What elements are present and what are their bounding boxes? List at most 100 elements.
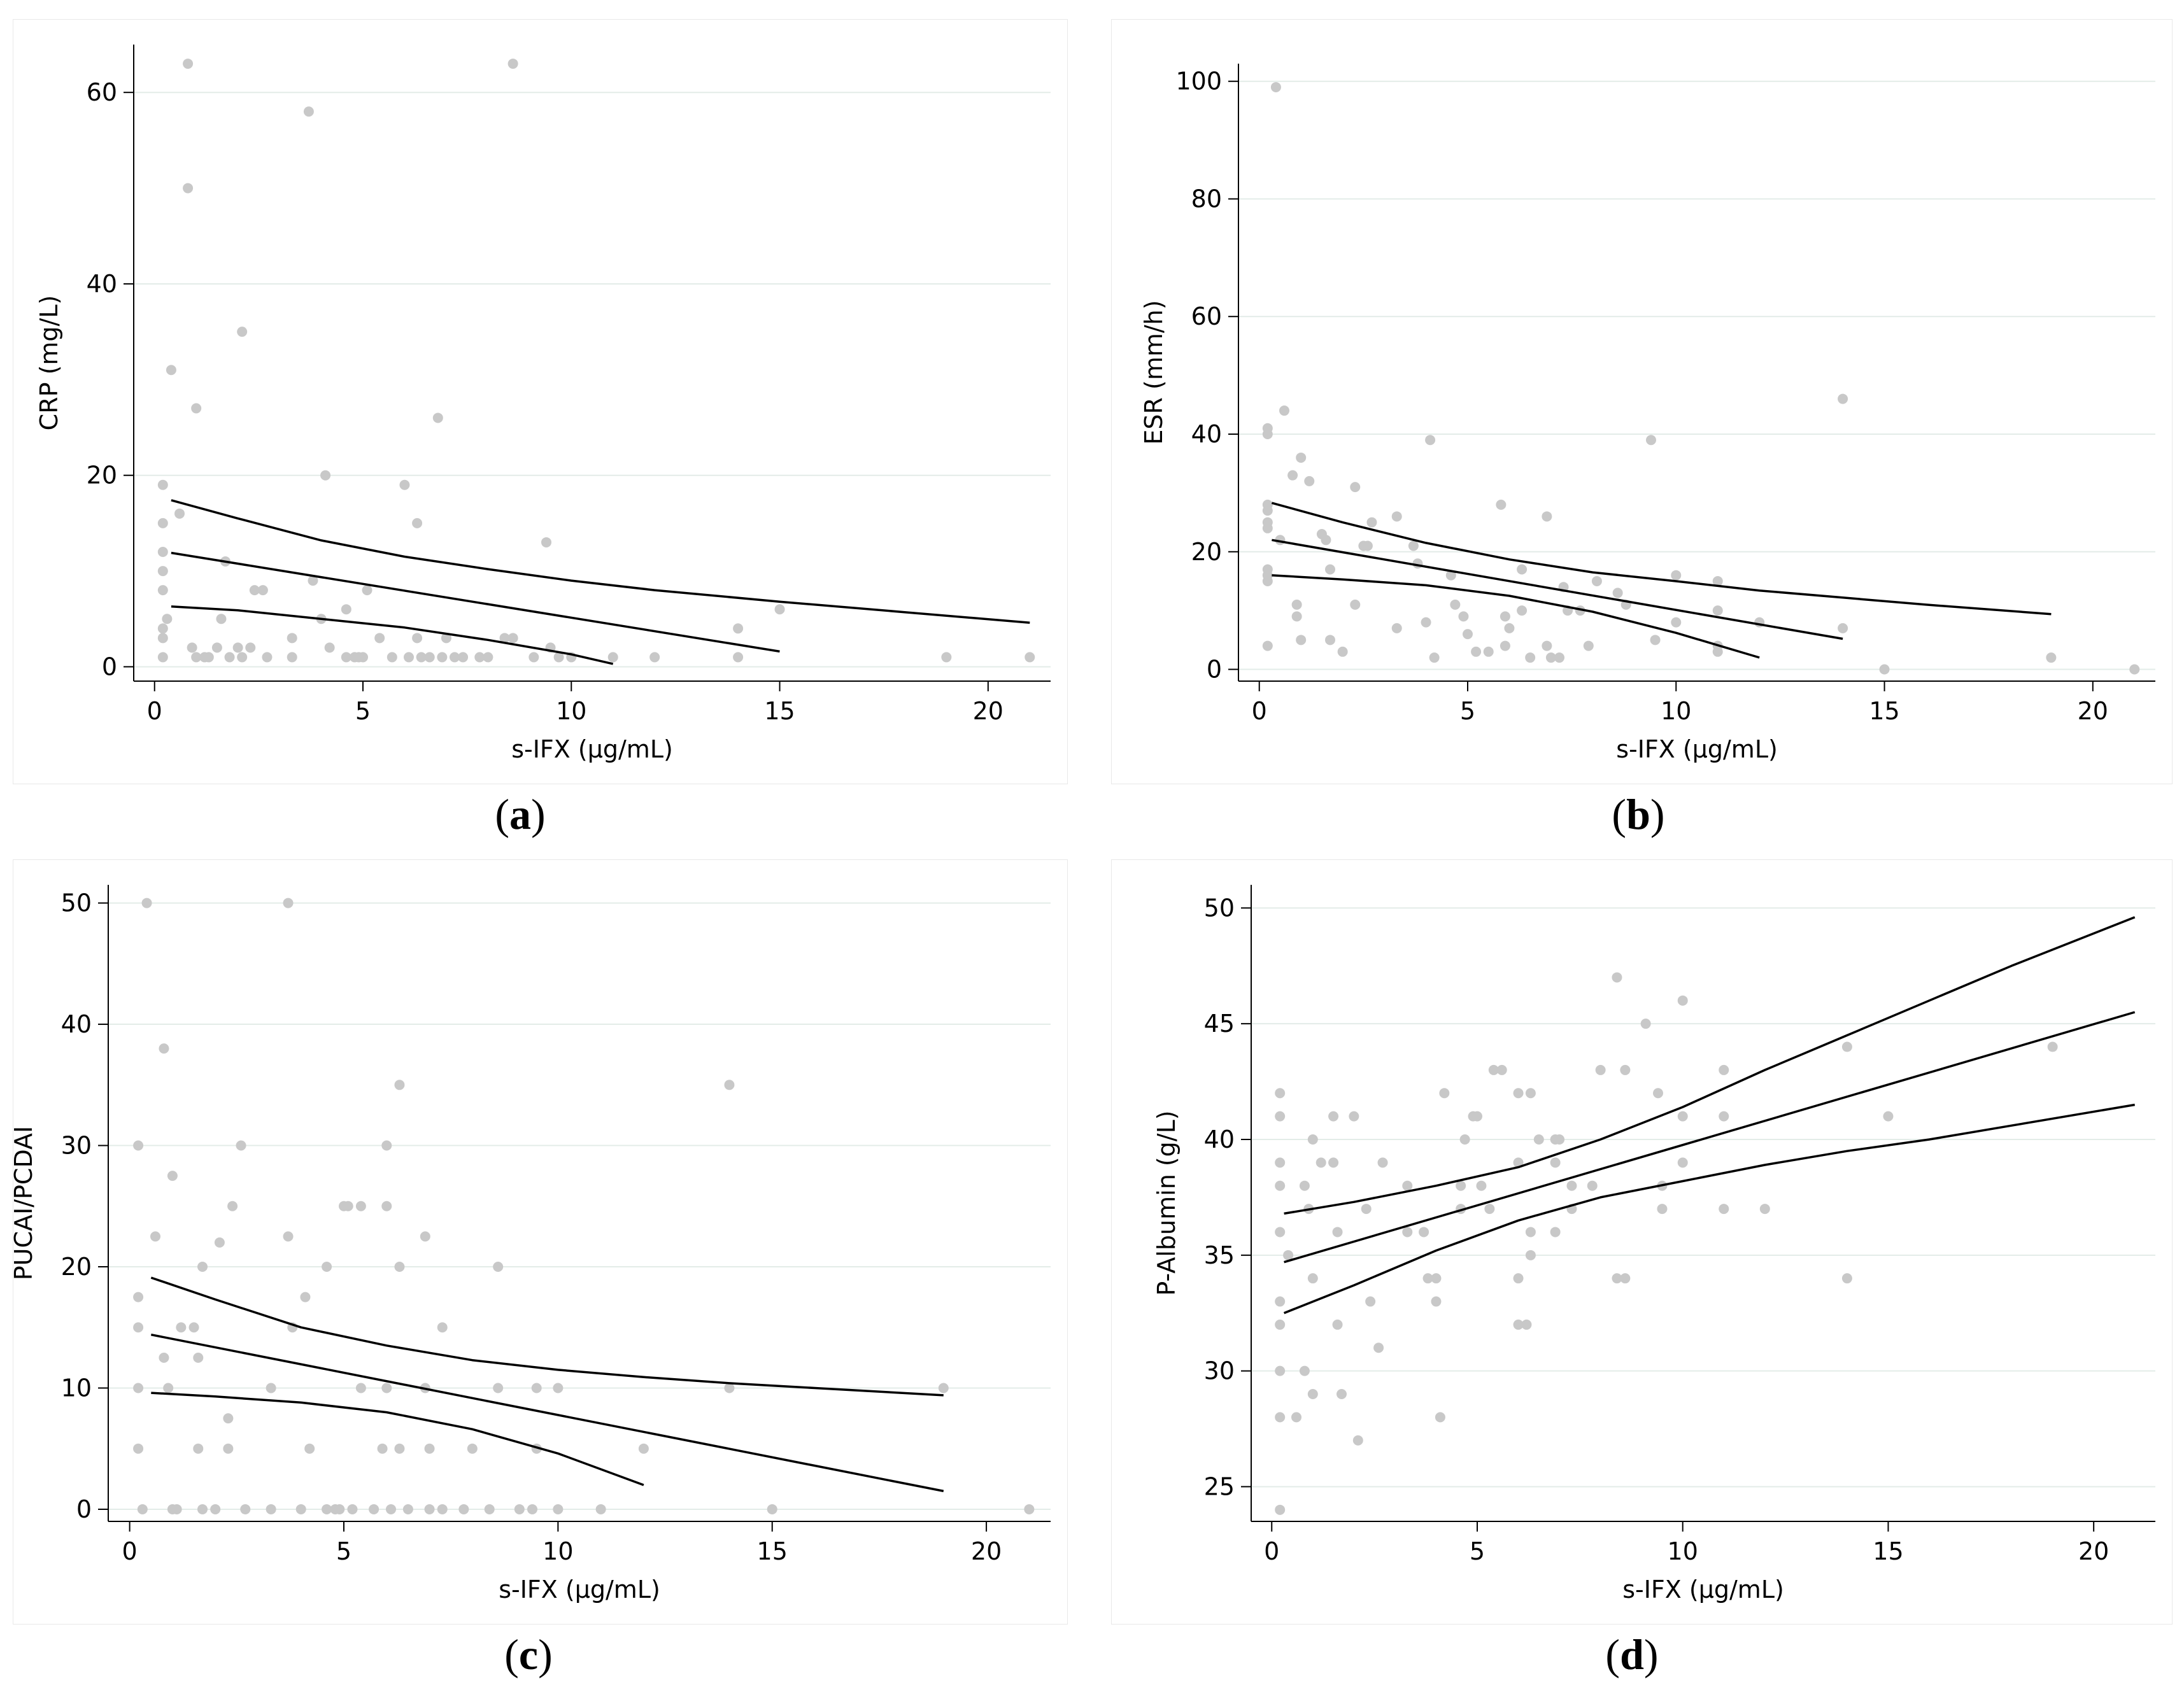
chart-c-point-74 [724,1383,735,1393]
panel-a-label: a [509,790,531,838]
panel-b-caption: (b) [1612,790,1665,838]
chart-d-y-axis-label: P-Albumin (g/L) [1152,1110,1181,1295]
chart-d-point-80 [1841,1273,1852,1284]
chart-a-point-0 [157,652,168,663]
chart-c-point-33 [300,1292,311,1302]
chart-a-point-44 [399,479,410,490]
panel-d-label: d [1620,1630,1644,1679]
chart-b-line-upper-ci [1271,502,2052,616]
panel-b: 0 20 40 60 80 100 0 5 10 15 20 s-IFX (µg/mL) ESR (mm… [1092,0,2184,853]
chart-b-point-70 [1838,623,1848,633]
chart-a-y-tick-label-1: 20 [87,462,117,490]
chart-b-point-62 [1671,570,1682,581]
chart-d-y-tick-label-1: 30 [1204,1357,1235,1385]
chart-c-point-20 [210,1504,221,1514]
chart-c: 0 10 20 30 40 50 0 5 10 15 20 s-IFX (µg/mL) PUCAI/PC… [13,885,1051,1604]
chart-b: 0 20 40 60 80 100 0 5 10 15 20 s-IFX (µg/mL) ESR (mm… [1140,64,2155,763]
chart-a-point-31 [303,106,314,117]
chart-d-point-67 [1620,1273,1631,1284]
chart-d-point-18 [1315,1157,1326,1168]
chart-d-line-upper-ci [1284,916,2136,1215]
chart-a-point-61 [541,537,551,547]
chart-b-point-49 [1542,511,1552,522]
chart-d-point-33 [1422,1273,1433,1284]
chart-d-point-58 [1550,1227,1561,1237]
chart-b-y-axis-label: ESR (mm/h) [1140,300,1168,444]
chart-c-point-58 [437,1322,448,1333]
chart-a-y-tick-label-3: 60 [87,78,117,106]
chart-c-point-4 [133,1140,144,1151]
chart-a-point-29 [287,633,297,644]
chart-a-point-23 [237,327,248,337]
chart-a-point-60 [528,652,539,663]
chart-a-point-17 [203,652,214,663]
chart-c-point-64 [493,1383,504,1393]
chart-b-x-axis-label: s-IFX (µg/mL) [1616,735,1778,763]
chart-b-y-tick-label-3: 60 [1191,302,1222,330]
chart-c-point-36 [322,1504,332,1514]
chart-b-point-23 [1337,646,1348,657]
chart-a-point-9 [166,365,176,376]
chart-d-point-36 [1435,1412,1445,1423]
chart-c-point-52 [394,1443,405,1454]
chart-a-y-tick-label-0: 0 [102,652,117,680]
chart-a-point-22 [232,642,243,653]
chart-d-point-51 [1521,1319,1532,1330]
chart-c-point-49 [386,1504,396,1514]
chart-d-point-81 [1883,1111,1894,1122]
chart-a-point-21 [224,652,235,663]
chart-c-point-0 [133,1443,144,1454]
chart-c-y-axis-label: PUCAI/PCDAI [13,1126,38,1281]
chart-a-point-5 [157,546,168,557]
chart-c-point-34 [304,1443,315,1454]
chart-b-y-tick-label-2: 40 [1191,420,1222,448]
chart-c-point-22 [223,1413,234,1424]
chart-b-point-61 [1650,635,1661,645]
chart-c-line-lower-ci [151,1392,644,1486]
chart-d-point-30 [1402,1180,1413,1191]
chart-d-point-13 [1299,1365,1310,1376]
chart-a-line-upper-ci [171,499,1030,624]
chart-d-point-53 [1525,1227,1536,1237]
chart-d-point-7 [1275,1157,1286,1168]
chart-c-point-24 [227,1201,238,1211]
chart-a-point-30 [287,652,297,663]
chart-b-point-13 [1287,470,1298,481]
chart-c-x-tick-label-2: 10 [542,1537,573,1565]
chart-a-point-45 [404,652,414,663]
chart-d-point-5 [1275,1227,1286,1237]
chart-d-point-60 [1566,1180,1577,1191]
chart-c-point-7 [150,1231,160,1242]
chart-d-point-32 [1419,1227,1429,1237]
chart-a-point-53 [450,652,460,663]
chart-c-point-69 [553,1383,564,1393]
chart-a-point-41 [362,585,372,596]
chart-c-point-5 [137,1504,148,1514]
chart-c-point-65 [514,1504,525,1514]
chart-a-point-6 [157,518,168,528]
chart-c-point-9 [159,1352,169,1363]
chart-d-point-65 [1612,1273,1622,1284]
chart-b-point-46 [1517,564,1528,575]
chart-d-point-19 [1328,1111,1339,1122]
chart-c-point-40 [343,1201,353,1211]
panel-c-caption: (c) [504,1630,553,1679]
chart-c-point-75 [767,1504,777,1514]
chart-c-point-35 [322,1262,332,1272]
panel-a: 0 20 40 60 0 5 10 15 20 s-IFX (µg/mL) CRP (mg/L) (… [0,0,1092,853]
chart-d-y-tick-label-2: 35 [1204,1241,1235,1269]
panel-d-caption: (d) [1605,1630,1659,1679]
chart-a-point-69 [774,604,785,615]
chart-c-y-tick-label-2: 20 [61,1253,92,1281]
chart-b-y-tick-label-5: 100 [1175,67,1222,95]
chart-a-point-3 [157,585,168,596]
chart-c-x-tick-label-3: 15 [757,1537,788,1565]
chart-a-point-7 [157,479,168,490]
chart-d-x-tick-label-0: 0 [1264,1537,1279,1565]
chart-a-point-34 [320,470,331,481]
chart-b-y-tick-label-0: 0 [1207,656,1222,684]
chart-d-line-lower-ci [1283,1103,2135,1315]
chart-b-point-24 [1350,482,1361,493]
chart-b-point-47 [1517,605,1528,616]
chart-b-point-18 [1304,476,1315,486]
